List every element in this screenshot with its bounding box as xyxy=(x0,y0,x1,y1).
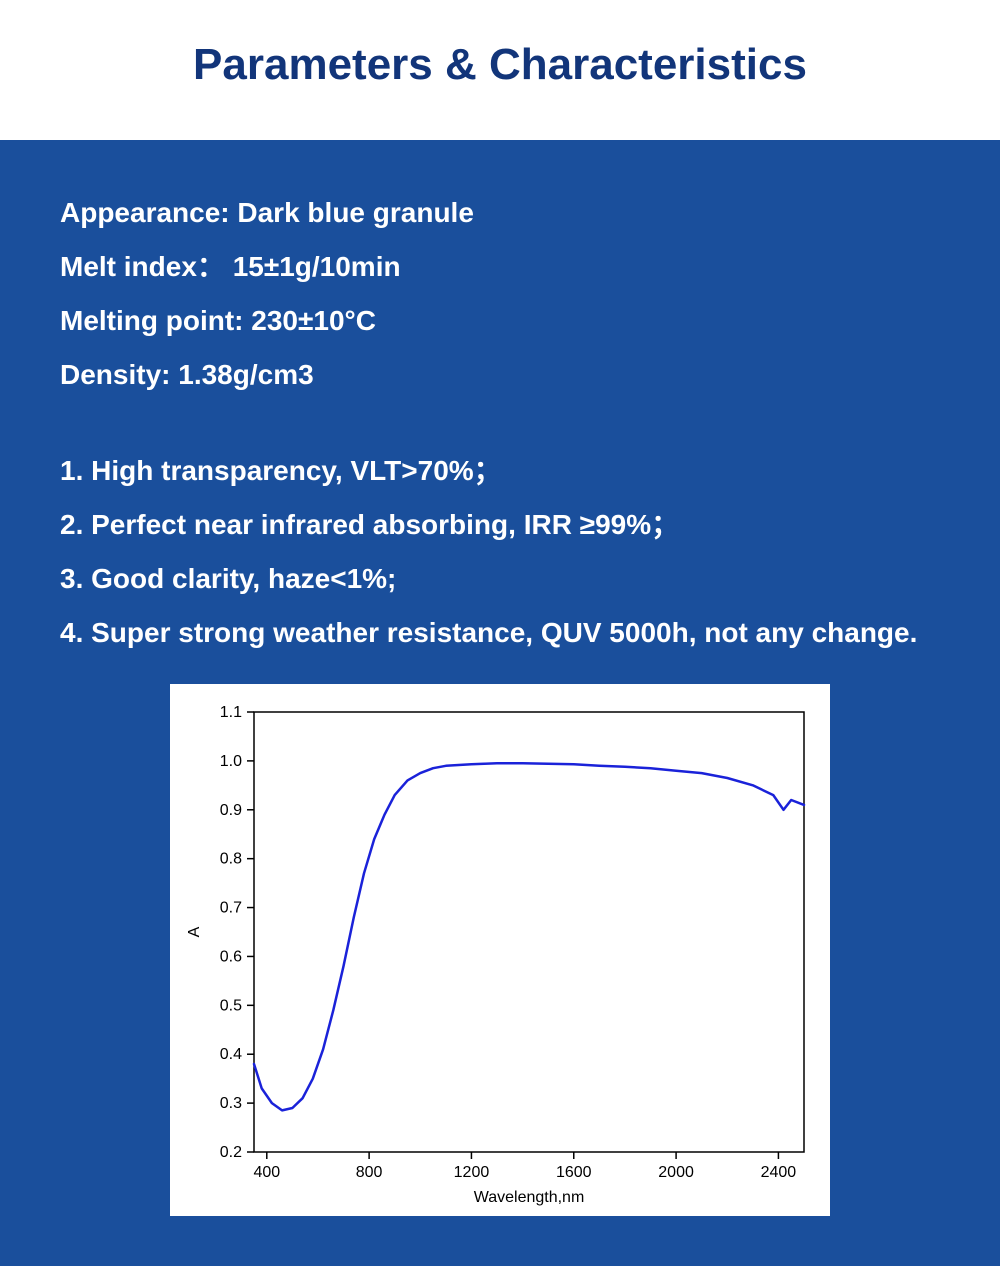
feature-line: 2. Perfect near infrared absorbing, IRR … xyxy=(60,504,940,546)
svg-text:1600: 1600 xyxy=(556,1164,592,1181)
feature-line: 1. High transparency, VLT>70%； xyxy=(60,450,940,492)
svg-text:1.0: 1.0 xyxy=(220,753,242,770)
svg-text:800: 800 xyxy=(356,1164,383,1181)
svg-text:0.9: 0.9 xyxy=(220,802,242,819)
svg-text:2400: 2400 xyxy=(761,1164,797,1181)
svg-text:0.8: 0.8 xyxy=(220,851,242,868)
svg-text:0.2: 0.2 xyxy=(220,1144,242,1161)
absorbance-chart: 0.2 0.3 0.4 0.5 0.6 0.7 0.8 0.9 1.0 1.1 400 800 1200… xyxy=(170,684,830,1216)
page-title: Parameters & Characteristics xyxy=(20,40,980,90)
feature-line: 4. Super strong weather resistance, QUV … xyxy=(60,612,940,654)
feature-line: 3. Good clarity, haze<1%; xyxy=(60,558,940,600)
spec-line: Density: 1.38g/cm3 xyxy=(60,354,940,396)
spec-line: Melt index： 15±1g/10min xyxy=(60,246,940,288)
spec-line: Appearance: Dark blue granule xyxy=(60,192,940,234)
svg-text:1200: 1200 xyxy=(454,1164,490,1181)
svg-text:0.7: 0.7 xyxy=(220,900,242,917)
svg-text:Wavelength,nm: Wavelength,nm xyxy=(474,1189,585,1206)
title-section: Parameters & Characteristics xyxy=(0,0,1000,140)
chart-svg: 0.2 0.3 0.4 0.5 0.6 0.7 0.8 0.9 1.0 1.1 400 800 1200… xyxy=(174,692,824,1212)
svg-text:0.4: 0.4 xyxy=(220,1046,242,1063)
svg-text:1.1: 1.1 xyxy=(220,704,242,721)
svg-text:400: 400 xyxy=(253,1164,280,1181)
svg-text:0.3: 0.3 xyxy=(220,1095,242,1112)
svg-text:A: A xyxy=(186,926,203,937)
content-panel: Appearance: Dark blue granule Melt index… xyxy=(0,140,1000,1266)
svg-text:2000: 2000 xyxy=(658,1164,694,1181)
svg-text:0.6: 0.6 xyxy=(220,948,242,965)
spec-line: Melting point: 230±10°C xyxy=(60,300,940,342)
svg-text:0.5: 0.5 xyxy=(220,997,242,1014)
